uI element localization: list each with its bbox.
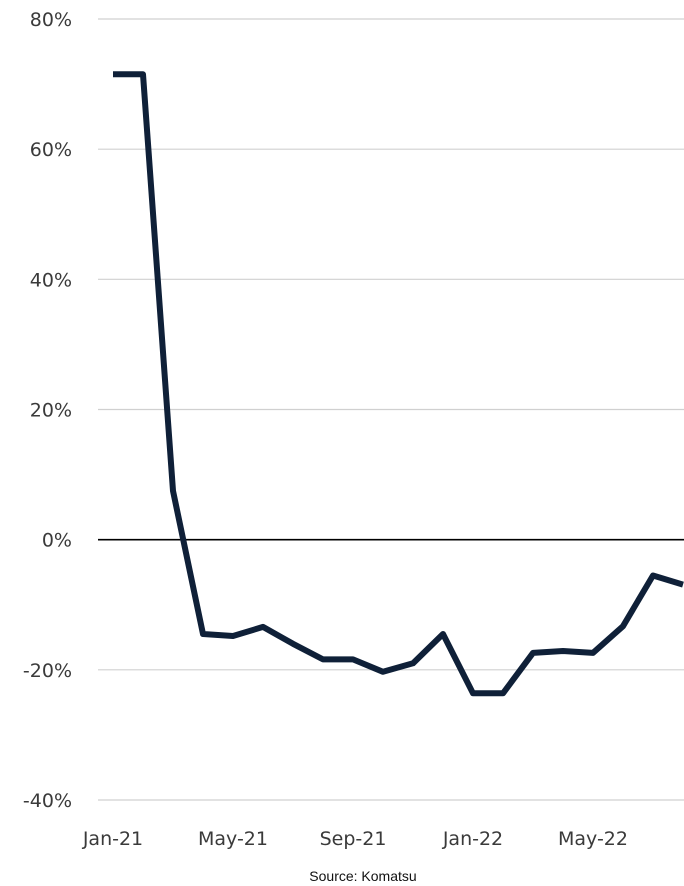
y-tick-label: 20%: [30, 400, 72, 422]
data-point: [170, 488, 176, 494]
source-note: Source: Komatsu: [309, 868, 416, 884]
data-point: [140, 71, 146, 77]
data-point: [560, 648, 566, 654]
y-tick-label: 40%: [30, 269, 72, 291]
data-point: [200, 631, 206, 637]
gridlines: [98, 18, 684, 801]
data-point: [380, 669, 386, 675]
y-tick-label: 0%: [42, 530, 72, 552]
series-line: [113, 71, 684, 697]
data-point: [320, 656, 326, 662]
x-tick-label: Jan-21: [82, 828, 143, 850]
data-point: [290, 641, 296, 647]
x-axis-ticks: Jan-21 May-21 Sep-21 Jan-22 May-22: [82, 828, 628, 850]
y-tick-label: 80%: [30, 9, 72, 31]
y-tick-label: -20%: [23, 660, 72, 682]
series-group: [110, 71, 684, 697]
data-point: [530, 650, 536, 656]
data-point: [620, 623, 626, 629]
data-point: [650, 572, 656, 578]
data-point: [500, 690, 506, 696]
data-point: [230, 633, 236, 639]
x-tick-label: May-21: [198, 828, 268, 850]
y-tick-label: -40%: [23, 790, 72, 812]
data-point: [350, 656, 356, 662]
data-point: [410, 660, 416, 666]
data-point: [470, 690, 476, 696]
data-point: [440, 631, 446, 637]
y-axis-ticks: 80% 60% 40% 20% 0% -20% -40%: [23, 9, 72, 812]
data-point: [110, 71, 116, 77]
data-point: [260, 624, 266, 630]
y-tick-label: 60%: [30, 139, 72, 161]
x-tick-label: May-22: [558, 828, 628, 850]
data-point: [590, 650, 596, 656]
x-tick-label: Sep-21: [320, 828, 387, 850]
x-tick-label: Jan-22: [442, 828, 503, 850]
